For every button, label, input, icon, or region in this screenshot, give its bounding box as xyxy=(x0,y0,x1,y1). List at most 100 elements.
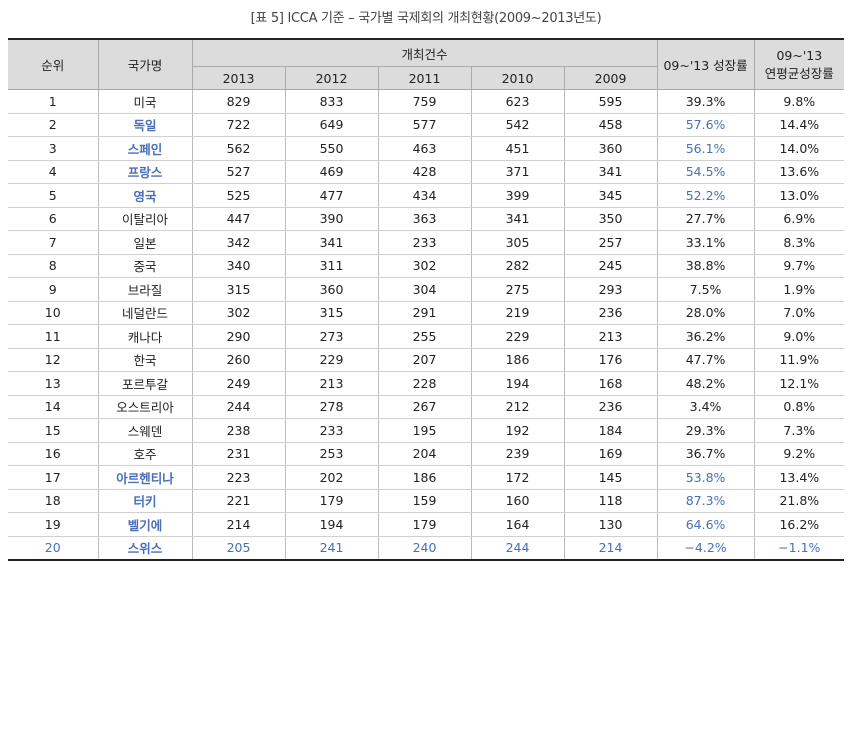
header-growth: 09~'13 성장률 xyxy=(656,38,755,90)
table-row: 5 영국 525 477 434 399 345 52.2% 13.0% xyxy=(8,183,845,208)
count-2010-cell: 212 xyxy=(470,395,564,419)
cagr-cell: 9.7% xyxy=(753,254,845,278)
rank-cell: 17 xyxy=(8,465,98,490)
count-2009-cell: 236 xyxy=(563,395,658,419)
count-2013-cell: 302 xyxy=(191,301,285,325)
rank-cell: 10 xyxy=(8,301,98,325)
table-row: 14 오스트리아 244 278 267 212 236 3.4% 0.8% xyxy=(8,395,845,419)
count-2011-cell: 255 xyxy=(377,324,471,349)
table-row: 12 한국 260 229 207 186 176 47.7% 11.9% xyxy=(8,348,845,372)
count-2013-cell: 290 xyxy=(191,324,285,349)
count-2013-cell: 527 xyxy=(191,160,285,184)
cagr-cell: 13.4% xyxy=(753,465,845,490)
growth-cell: 29.3% xyxy=(656,418,755,443)
country-cell: 네덜란드 xyxy=(97,301,192,325)
growth-cell: 33.1% xyxy=(656,230,755,255)
count-2009-cell: 458 xyxy=(563,113,658,137)
cagr-cell: 1.9% xyxy=(753,277,845,302)
cagr-cell: 0.8% xyxy=(753,395,845,419)
header-count-group: 개최건수 xyxy=(191,38,658,67)
count-2010-cell: 160 xyxy=(470,489,564,513)
count-2009-cell: 345 xyxy=(563,183,658,208)
count-2009-cell: 245 xyxy=(563,254,658,278)
rank-cell: 20 xyxy=(8,536,98,561)
count-2009-cell: 184 xyxy=(563,418,658,443)
header-cagr: 09~'13 연평균성장률 xyxy=(753,38,845,90)
growth-cell: 87.3% xyxy=(656,489,755,513)
header-year: 2010 xyxy=(470,66,565,90)
growth-cell: −4.2% xyxy=(656,536,755,561)
count-2009-cell: 168 xyxy=(563,371,658,396)
table-row: 16 호주 231 253 204 239 169 36.7% 9.2% xyxy=(8,442,845,466)
country-cell: 독일 xyxy=(97,113,192,137)
cagr-cell: 21.8% xyxy=(753,489,845,513)
table-row: 6 이탈리아 447 390 363 341 350 27.7% 6.9% xyxy=(8,207,845,231)
count-2009-cell: 130 xyxy=(563,512,658,537)
country-cell: 캐나다 xyxy=(97,324,192,349)
table-row: 1 미국 829 833 759 623 595 39.3% 9.8% xyxy=(8,89,845,114)
count-2011-cell: 434 xyxy=(377,183,471,208)
count-2012-cell: 179 xyxy=(284,489,378,513)
growth-cell: 47.7% xyxy=(656,348,755,372)
count-2012-cell: 213 xyxy=(284,371,378,396)
rank-cell: 12 xyxy=(8,348,98,372)
country-cell: 중국 xyxy=(97,254,192,278)
count-2009-cell: 214 xyxy=(563,536,658,561)
count-2012-cell: 315 xyxy=(284,301,378,325)
count-2013-cell: 249 xyxy=(191,371,285,396)
count-2011-cell: 159 xyxy=(377,489,471,513)
count-2013-cell: 214 xyxy=(191,512,285,537)
count-2009-cell: 350 xyxy=(563,207,658,231)
cagr-cell: 11.9% xyxy=(753,348,845,372)
count-2010-cell: 164 xyxy=(470,512,564,537)
count-2012-cell: 229 xyxy=(284,348,378,372)
count-2011-cell: 304 xyxy=(377,277,471,302)
rank-cell: 13 xyxy=(8,371,98,396)
count-2013-cell: 238 xyxy=(191,418,285,443)
growth-cell: 54.5% xyxy=(656,160,755,184)
count-2013-cell: 342 xyxy=(191,230,285,255)
table-row: 2 독일 722 649 577 542 458 57.6% 14.4% xyxy=(8,113,845,137)
count-2012-cell: 202 xyxy=(284,465,378,490)
table-row: 4 프랑스 527 469 428 371 341 54.5% 13.6% xyxy=(8,160,845,184)
table-row: 11 캐나다 290 273 255 229 213 36.2% 9.0% xyxy=(8,324,845,349)
rank-cell: 19 xyxy=(8,512,98,537)
growth-cell: 27.7% xyxy=(656,207,755,231)
count-2011-cell: 228 xyxy=(377,371,471,396)
country-cell: 포르투갈 xyxy=(97,371,192,396)
table-row: 20 스위스 205 241 240 244 214 −4.2% −1.1% xyxy=(8,536,845,561)
count-2010-cell: 399 xyxy=(470,183,564,208)
count-2011-cell: 195 xyxy=(377,418,471,443)
count-2012-cell: 833 xyxy=(284,89,378,114)
count-2010-cell: 623 xyxy=(470,89,564,114)
count-2013-cell: 221 xyxy=(191,489,285,513)
count-2010-cell: 305 xyxy=(470,230,564,255)
count-2013-cell: 340 xyxy=(191,254,285,278)
count-2012-cell: 273 xyxy=(284,324,378,349)
cagr-cell: 7.3% xyxy=(753,418,845,443)
header-country: 국가명 xyxy=(97,38,193,90)
growth-cell: 3.4% xyxy=(656,395,755,419)
count-2010-cell: 192 xyxy=(470,418,564,443)
count-2009-cell: 595 xyxy=(563,89,658,114)
count-2012-cell: 278 xyxy=(284,395,378,419)
count-2011-cell: 302 xyxy=(377,254,471,278)
count-2012-cell: 233 xyxy=(284,418,378,443)
table-row: 8 중국 340 311 302 282 245 38.8% 9.7% xyxy=(8,254,845,278)
count-2010-cell: 451 xyxy=(470,136,564,161)
cagr-cell: 12.1% xyxy=(753,371,845,396)
growth-cell: 64.6% xyxy=(656,512,755,537)
growth-cell: 56.1% xyxy=(656,136,755,161)
growth-cell: 38.8% xyxy=(656,254,755,278)
rank-cell: 4 xyxy=(8,160,98,184)
cagr-cell: 13.0% xyxy=(753,183,845,208)
count-2011-cell: 759 xyxy=(377,89,471,114)
growth-cell: 39.3% xyxy=(656,89,755,114)
growth-cell: 36.2% xyxy=(656,324,755,349)
count-2013-cell: 260 xyxy=(191,348,285,372)
growth-cell: 36.7% xyxy=(656,442,755,466)
count-2013-cell: 722 xyxy=(191,113,285,137)
count-2009-cell: 145 xyxy=(563,465,658,490)
rank-cell: 16 xyxy=(8,442,98,466)
count-2009-cell: 360 xyxy=(563,136,658,161)
